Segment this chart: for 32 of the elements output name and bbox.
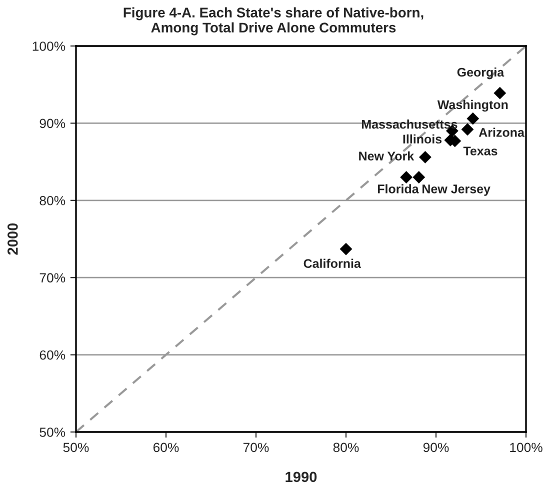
annotation: Florida [378,184,419,194]
point [400,171,413,184]
annotation: Illinois [403,134,442,144]
point [461,123,474,136]
x-tick-label: 50% [63,442,89,452]
chart-title: Figure 4-A. Each State's share of Native-born, Among Total Drive Alone Commuters [124,7,424,36]
annotation: Texas [463,146,498,156]
x-tick-label: 100% [510,442,542,452]
y-tick-label: 50% [40,428,66,437]
annotation: New Jersey [422,184,490,196]
x-tick-label: 80% [333,442,359,452]
point [418,150,432,164]
point [494,86,506,100]
y-axis-title: 2000 [8,223,18,255]
x-tick-label: 60% [153,442,179,452]
x-tick-label: 70% [243,442,269,452]
y-tick-label: 80% [40,196,66,206]
y-tick-label: 60% [40,350,66,360]
x-axis-title: 1990 [286,472,317,482]
annotation: New York [359,151,414,161]
point [340,242,352,256]
point [412,171,426,184]
annotation: Washington [437,100,508,112]
annotation: Arizona [478,128,525,137]
point [466,112,480,125]
annotation: California [304,258,362,268]
x-tick-label: 90% [423,442,449,452]
y-tick-label: 100% [32,42,66,51]
annotation: Georgia [457,67,504,80]
y-tick-label: 70% [40,273,66,283]
y-tick-label: 90% [40,118,66,128]
annotation: Massachusettss [362,120,458,129]
